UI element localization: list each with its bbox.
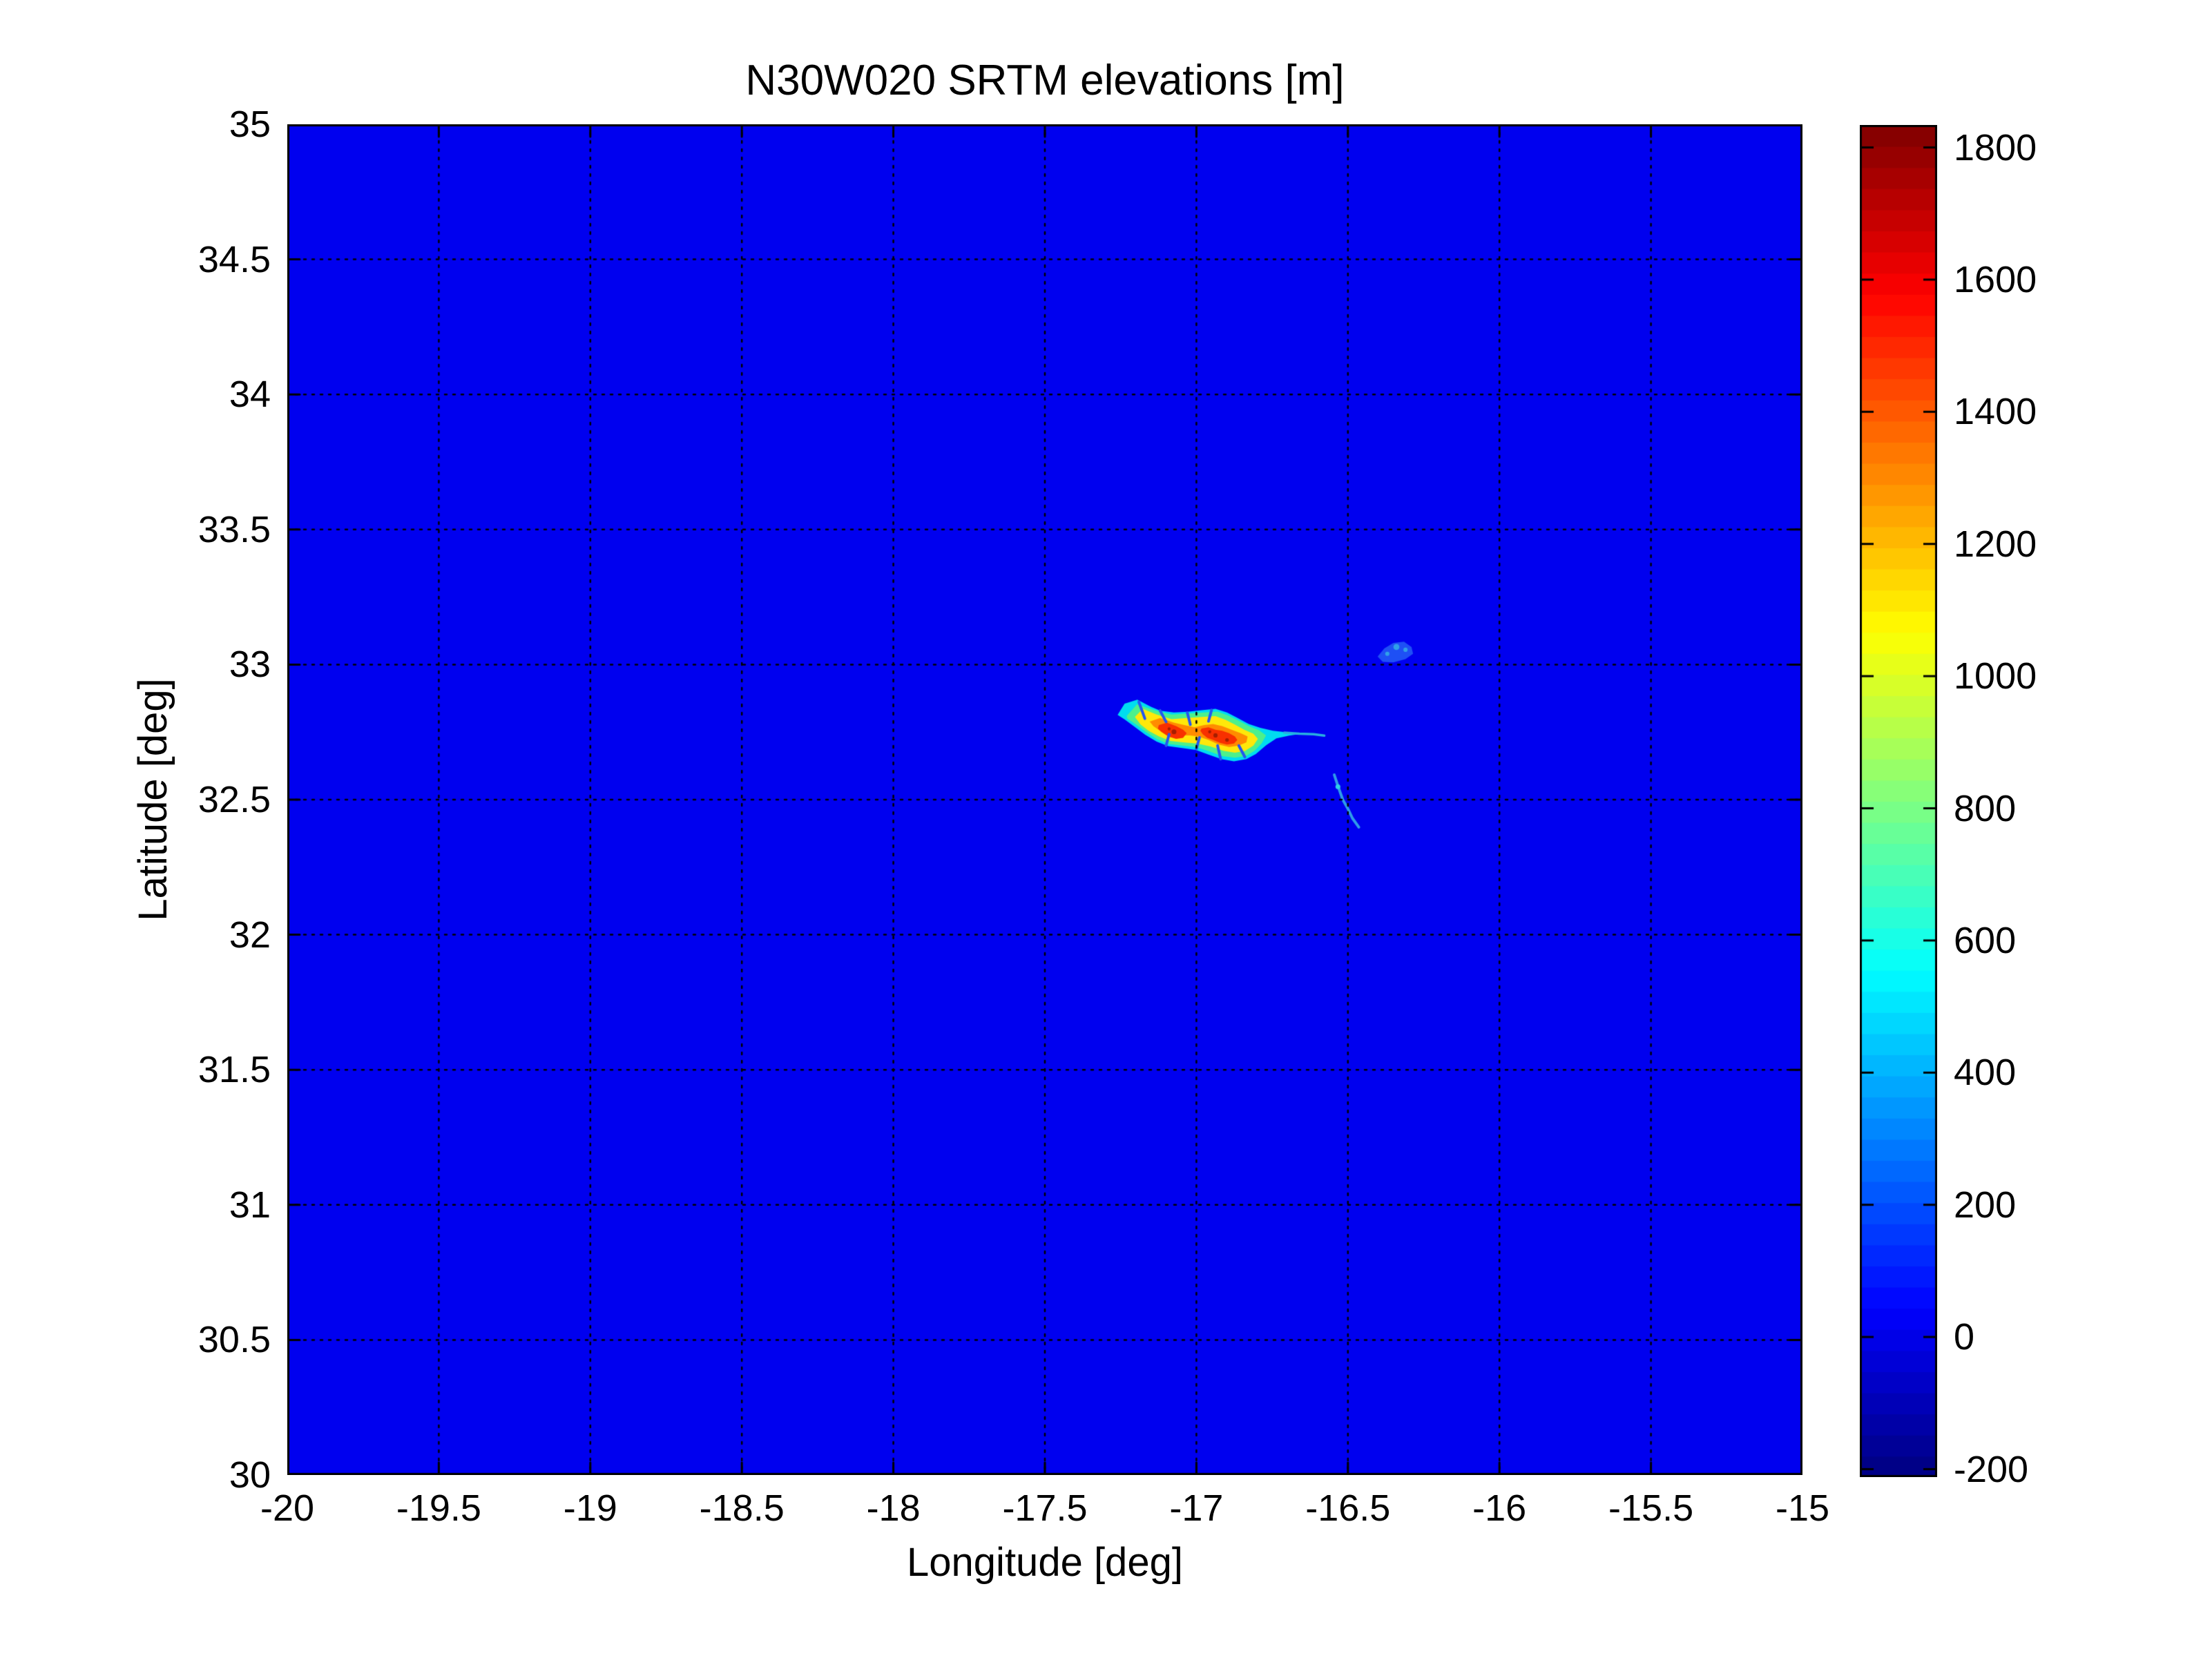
x-tick-label: -18 (866, 1487, 921, 1529)
x-tick-label: -15 (1775, 1487, 1830, 1529)
x-tick-label: -17 (1169, 1487, 1224, 1529)
y-tick-label: 30.5 (198, 1319, 271, 1361)
colorbar-tick-label: 1800 (1954, 126, 2037, 168)
y-tick-label: 30 (229, 1454, 271, 1496)
x-tick-label: -19.5 (396, 1487, 481, 1529)
colorbar-tick-label: 800 (1954, 787, 2017, 829)
colorbar-tick-label: 1600 (1954, 258, 2037, 300)
x-tick-label: -17.5 (1002, 1487, 1088, 1529)
y-tick-label: 34 (229, 374, 271, 416)
x-tick-label: -19 (563, 1487, 617, 1529)
x-tick-label: -15.5 (1608, 1487, 1694, 1529)
colorbar-tick-label: 400 (1954, 1052, 2017, 1094)
y-tick-label: 33 (229, 644, 271, 686)
y-tick-label: 33.5 (198, 508, 271, 550)
y-tick-label: 32 (229, 914, 271, 956)
x-axis-label: Longitude [deg] (907, 1540, 1183, 1585)
colorbar-tick-label: 600 (1954, 919, 2017, 961)
colorbar-tick-label: 1000 (1954, 655, 2037, 697)
x-tick-label: -18.5 (699, 1487, 785, 1529)
colorbar-tick-label: 0 (1954, 1316, 1975, 1358)
chart-title: N30W020 SRTM elevations [m] (745, 57, 1345, 104)
colorbar-tick-label: -200 (1954, 1448, 2029, 1490)
y-tick-label: 31.5 (198, 1049, 271, 1091)
colorbar-tick-label: 1400 (1954, 391, 2037, 433)
y-tick-label: 35 (229, 104, 271, 145)
colorbar-tick-label: 200 (1954, 1184, 2017, 1226)
y-tick-label: 32.5 (198, 779, 271, 820)
y-axis-label: Latitude [deg] (131, 678, 175, 921)
heatmap-plot-canvas (287, 124, 1802, 1475)
y-tick-label: 31 (229, 1184, 271, 1226)
colorbar-tick-label: 1200 (1954, 523, 2037, 565)
colorbar-canvas (1860, 125, 1937, 1477)
x-tick-label: -16 (1472, 1487, 1527, 1529)
y-tick-label: 34.5 (198, 238, 271, 280)
x-tick-label: -20 (260, 1487, 315, 1529)
x-tick-label: -16.5 (1305, 1487, 1391, 1529)
